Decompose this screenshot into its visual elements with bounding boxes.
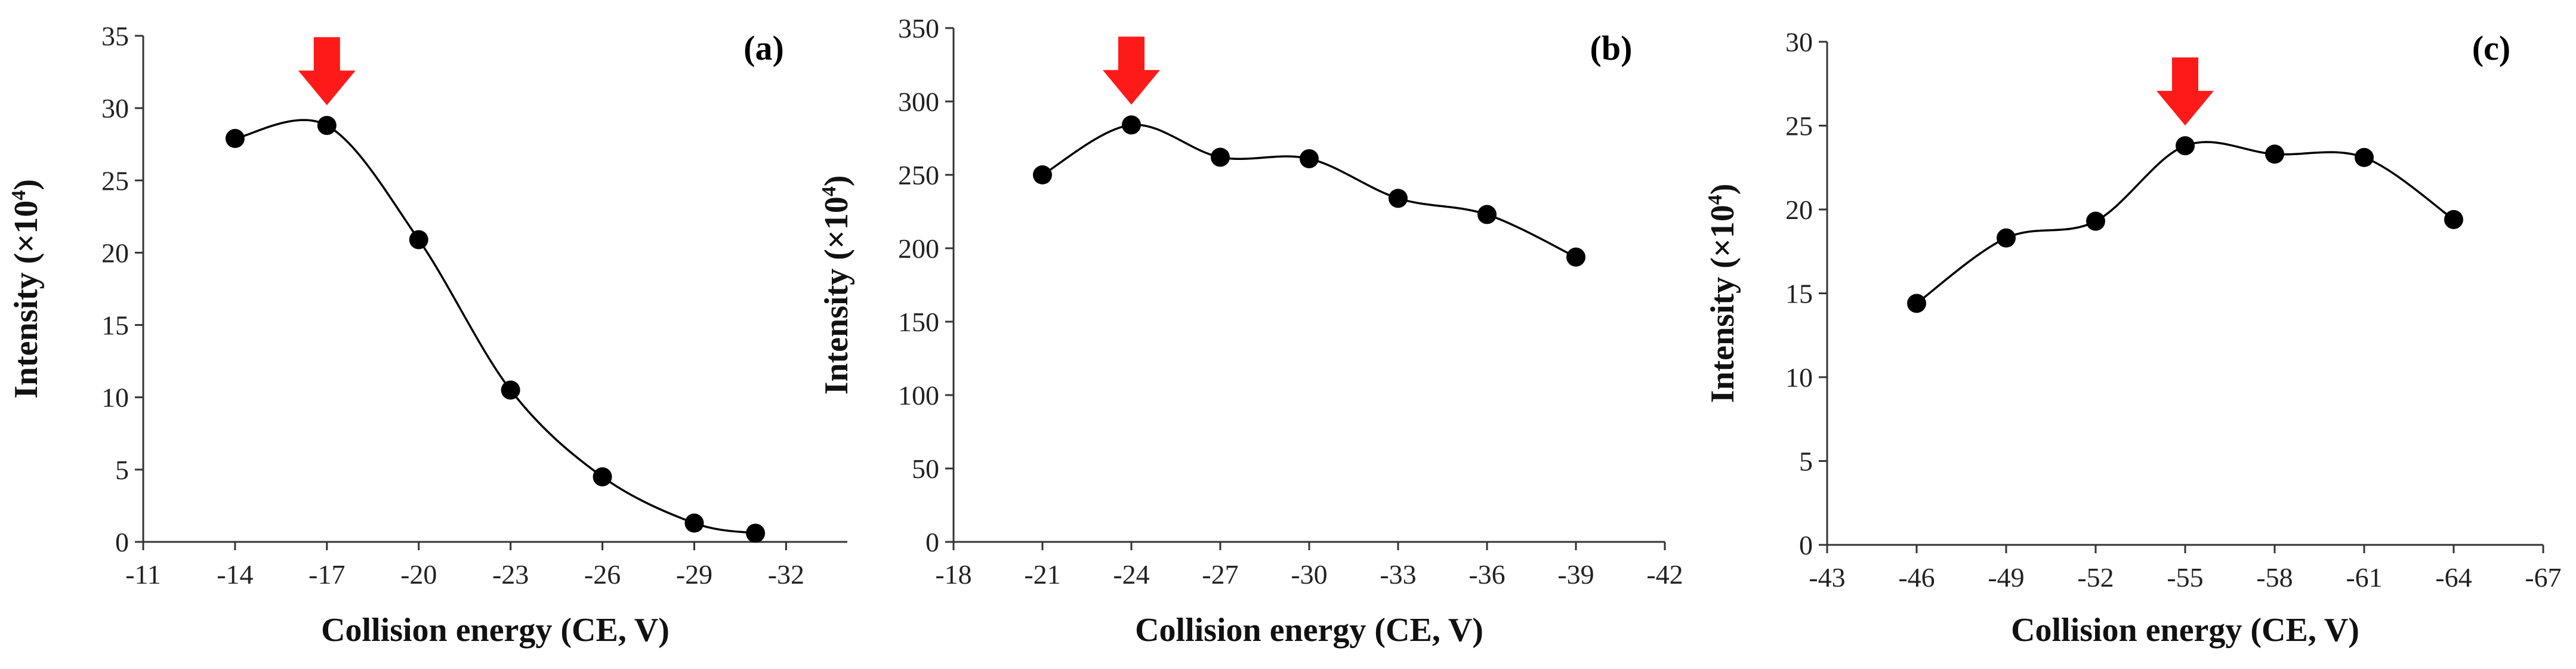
y-axis-title: Intensity (×104) <box>1704 184 1741 403</box>
y-axis-title-main: Intensity (×10 <box>8 201 45 399</box>
data-point <box>2355 147 2374 167</box>
x-tick-label: -64 <box>2435 562 2472 593</box>
x-tick-label: -61 <box>2346 562 2382 593</box>
x-tick-label: -39 <box>1557 559 1594 590</box>
panel-label: (b) <box>1590 29 1633 67</box>
data-point <box>2086 211 2105 231</box>
data-point <box>746 523 766 543</box>
data-point <box>1122 115 1141 135</box>
x-axis-title: Collision energy (CE, V) <box>1135 612 1483 649</box>
optimum-arrow-icon <box>1103 36 1160 105</box>
y-tick-label: 0 <box>925 527 939 557</box>
data-point <box>317 116 337 135</box>
data-point <box>684 513 704 533</box>
x-tick-label: -36 <box>1469 559 1505 590</box>
x-tick-label: -43 <box>1809 562 1845 593</box>
x-tick-label: -33 <box>1380 559 1416 590</box>
panel-label: (c) <box>2472 29 2510 67</box>
optimum-arrow-icon <box>298 37 356 106</box>
y-tick-label: 10 <box>101 383 129 413</box>
y-tick-label: 15 <box>1785 279 1813 309</box>
data-point <box>1997 228 2016 248</box>
x-tick-label: -52 <box>2077 562 2114 593</box>
y-tick-label: 300 <box>898 87 939 117</box>
y-tick-label: 0 <box>115 527 129 557</box>
panel-a: 0 5 10 15 20 25 30 35 -11 -14 -17 -20 -23 -26 -29 -32 Co… <box>8 21 847 649</box>
x-tick-label: -26 <box>584 559 621 590</box>
y-axis-title-main: Intensity (×10 <box>818 196 855 394</box>
x-tick-label: -18 <box>935 559 971 590</box>
x-tick-label: -46 <box>1898 562 1935 593</box>
x-axis-title: Collision energy (CE, V) <box>2011 612 2359 649</box>
x-tick-label: -32 <box>768 559 804 590</box>
x-tick-label: -23 <box>492 559 529 590</box>
y-tick-label: 25 <box>101 165 129 196</box>
y-tick-label: 30 <box>101 93 129 124</box>
y-tick-label: 35 <box>101 21 129 51</box>
y-tick-label: 250 <box>898 160 939 190</box>
x-tick-label: -17 <box>308 559 345 590</box>
y-tick-label: 25 <box>1785 111 1813 141</box>
x-tick-label: -14 <box>217 559 253 590</box>
y-tick-label: 0 <box>1799 530 1813 560</box>
data-point <box>1033 165 1052 184</box>
x-axis-title: Collision energy (CE, V) <box>321 612 670 649</box>
y-axis-title-superscript: 4 <box>1704 195 1726 205</box>
data-point <box>1389 189 1408 208</box>
y-tick-label: 20 <box>101 238 129 268</box>
y-axis-title-superscript: 4 <box>818 186 840 196</box>
data-point <box>501 380 520 400</box>
x-tick-label: -58 <box>2256 562 2293 593</box>
data-point <box>2444 209 2463 229</box>
data-point <box>1211 147 1230 167</box>
optimum-arrow-icon <box>2157 57 2214 126</box>
x-tick-label: -27 <box>1202 559 1238 590</box>
y-tick-label: 10 <box>1785 362 1813 393</box>
x-tick-label: -11 <box>125 559 161 590</box>
y-axis-title-superscript: 4 <box>8 190 30 201</box>
y-tick-label: 15 <box>101 310 129 341</box>
series-line <box>1915 141 2454 304</box>
x-tick-label: -67 <box>2525 562 2561 593</box>
data-point <box>1907 294 1926 313</box>
x-tick-label: -29 <box>676 559 712 590</box>
series-line <box>1042 124 1577 258</box>
y-axis-title-main: Intensity (×10 <box>1704 205 1741 403</box>
y-tick-label: 150 <box>898 307 939 337</box>
y-tick-label: 5 <box>115 455 129 485</box>
x-tick-label: -24 <box>1113 559 1149 590</box>
y-tick-label: 350 <box>898 13 939 44</box>
data-point <box>593 467 612 486</box>
x-tick-label: -42 <box>1646 559 1683 590</box>
panel-b: 0 50 100 150 200 250 300 350 -18 -21 -24 -27 -30 -33 -… <box>818 13 1683 649</box>
y-tick-label: 30 <box>1785 27 1813 57</box>
y-axis-title-end: ) <box>1704 184 1741 195</box>
y-axis-title-end: ) <box>818 175 855 187</box>
y-tick-label: 50 <box>912 454 939 484</box>
series-line <box>235 119 756 535</box>
x-tick-label: -20 <box>400 559 437 590</box>
y-axis-title: Intensity (×104) <box>8 179 45 399</box>
y-tick-label: 20 <box>1785 195 1813 225</box>
panel-label: (a) <box>744 29 784 67</box>
data-point <box>1566 247 1585 267</box>
x-tick-label: -30 <box>1291 559 1327 590</box>
data-point <box>409 230 428 249</box>
x-tick-label: -49 <box>1988 562 2024 593</box>
x-tick-label: -21 <box>1024 559 1060 590</box>
data-point <box>2176 136 2195 156</box>
y-axis-title-end: ) <box>8 179 45 190</box>
panel-c: 0 5 10 15 20 25 30 -43 -46 -49 -52 -55 -58 -61 -64 -67 C… <box>1704 27 2562 649</box>
data-point <box>1300 149 1319 168</box>
y-tick-label: 5 <box>1799 446 1813 477</box>
data-point <box>225 129 245 149</box>
data-point <box>2265 144 2284 164</box>
y-tick-label: 200 <box>898 233 939 264</box>
x-tick-label: -55 <box>2167 562 2203 593</box>
y-axis-title: Intensity (×104) <box>818 175 855 395</box>
y-tick-label: 100 <box>898 380 939 411</box>
data-point <box>1477 205 1497 224</box>
